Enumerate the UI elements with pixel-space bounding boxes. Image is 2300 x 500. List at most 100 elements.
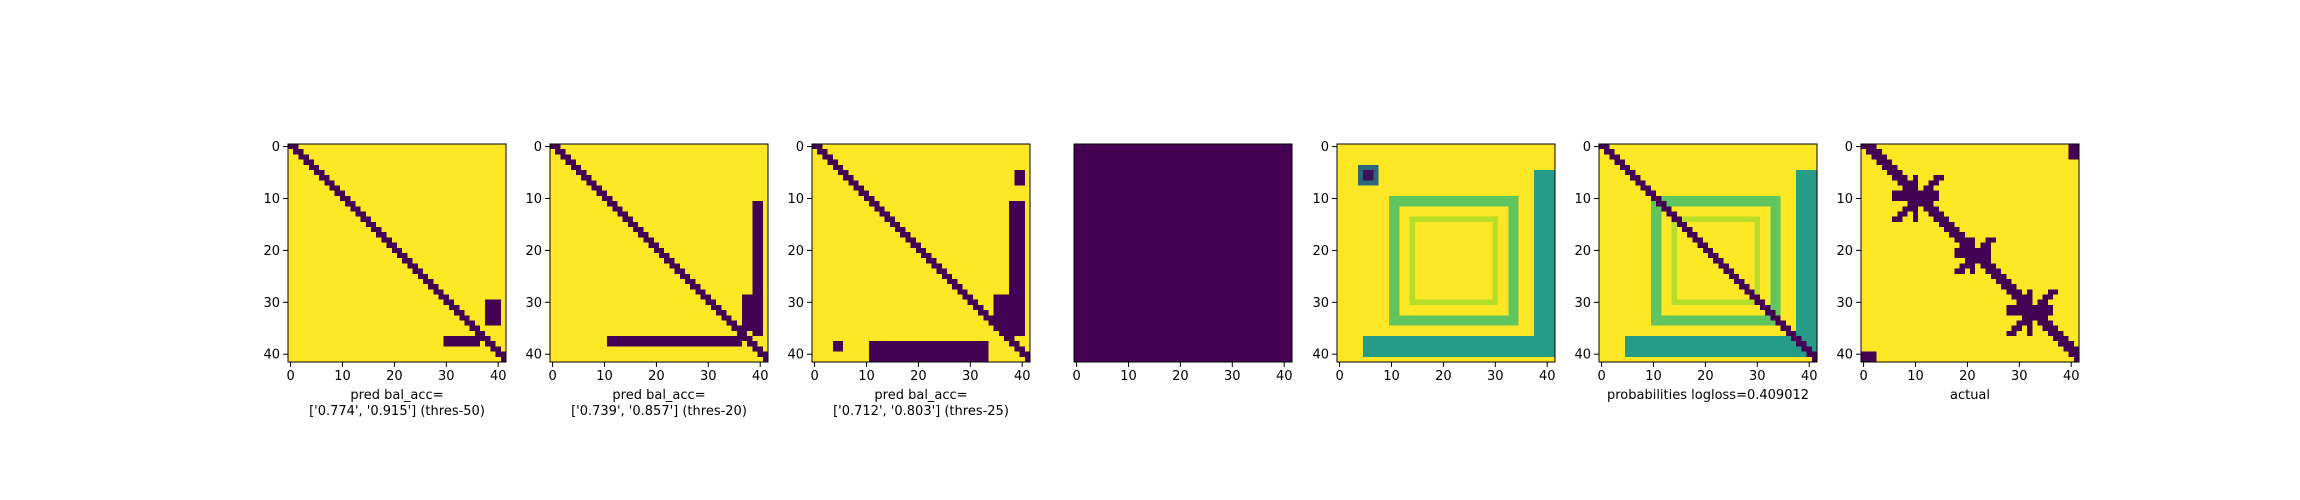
- heatmap-cell: [1959, 227, 2080, 233]
- heatmap-cell: [895, 216, 1010, 223]
- heatmap-cell: [1508, 242, 1519, 249]
- heatmap-cell: [1980, 242, 1992, 249]
- heatmap-cell: [1671, 232, 1678, 238]
- y-tick-label: 40: [1836, 348, 1853, 363]
- heatmap-cell: [1337, 164, 1359, 171]
- heatmap-cell: [350, 206, 361, 212]
- heatmap-cell: [1796, 211, 1818, 217]
- heatmap-cell: [1861, 242, 1960, 249]
- x-tick-label: 20: [648, 369, 665, 384]
- heatmap-cell: [1599, 149, 1605, 155]
- heatmap-cell: [288, 325, 470, 332]
- heatmap-cell: [1861, 284, 2002, 290]
- heatmap-cell: [500, 304, 507, 311]
- heatmap-cell: [884, 206, 1010, 212]
- heatmap-cell: [869, 351, 989, 358]
- x-tick-label: 0: [1335, 369, 1343, 384]
- heatmap-cell: [1009, 242, 1026, 249]
- heatmap-cell: [1938, 190, 2080, 197]
- heatmap-cell: [1497, 253, 1509, 259]
- heatmap-cell: [601, 195, 613, 202]
- heatmap-cell: [1770, 242, 1781, 249]
- heatmap-cell: [752, 201, 764, 207]
- heatmap-cell: [288, 149, 294, 155]
- heatmap-cell: [1796, 221, 1818, 228]
- heatmap-cell: [1796, 263, 1818, 269]
- heatmap-cell: [1074, 330, 1293, 337]
- heatmap-cell: [1995, 263, 2080, 269]
- heatmap-cell: [905, 237, 917, 243]
- heatmap-cell: [288, 201, 346, 207]
- heatmap-cell: [459, 315, 470, 321]
- heatmap-cell: [1388, 206, 1400, 212]
- heatmap-cell: [1796, 201, 1818, 207]
- axes-frame: [287, 143, 507, 363]
- heatmap-cell: [1497, 289, 1509, 295]
- heatmap-cell: [1796, 195, 1818, 202]
- heatmap-cell: [550, 325, 732, 332]
- heatmap-cell: [469, 325, 481, 332]
- heatmap-cell: [1399, 206, 1509, 212]
- heatmap-cell: [1676, 258, 1714, 264]
- heatmap-cell: [550, 211, 618, 217]
- heatmap-cell: [1599, 164, 1621, 171]
- heatmap-cell: [1604, 149, 1615, 155]
- heatmap-cell: [550, 232, 639, 238]
- heatmap-cell: [900, 221, 1010, 228]
- heatmap-cell: [1661, 221, 1672, 228]
- heatmap-cell: [653, 237, 753, 243]
- heatmap-cell: [288, 330, 476, 337]
- y-tick-label: 10: [1574, 192, 1591, 207]
- heatmap-cell: [1861, 346, 2064, 352]
- heatmap-cell: [863, 185, 1031, 192]
- heatmap-cell: [879, 211, 891, 217]
- heatmap-cell: [550, 320, 727, 326]
- heatmap-cell: [1861, 201, 1909, 207]
- heatmap-cell: [1518, 268, 1535, 275]
- heatmap-cell: [1534, 258, 1556, 264]
- heatmap-cell: [1861, 227, 1945, 233]
- heatmap-cell: [1378, 180, 1535, 186]
- heatmap-cell: [1534, 315, 1556, 321]
- heatmap-cell: [2021, 315, 2049, 321]
- heatmap-cell: [1508, 289, 1519, 295]
- heatmap-cell: [812, 341, 834, 347]
- x-tick-label: 30: [962, 369, 979, 384]
- heatmap-cell: [550, 278, 686, 285]
- heatmap-cell: [1074, 278, 1293, 285]
- heatmap-cell: [1399, 237, 1410, 243]
- heatmap-cell: [288, 237, 382, 243]
- heatmap-cell: [1881, 164, 1898, 171]
- heatmap-cell: [1609, 154, 1621, 160]
- heatmap-cell: [1357, 175, 1364, 181]
- heatmap-cell: [1933, 216, 1950, 223]
- heatmap-cell: [1508, 299, 1519, 306]
- heatmap-cell: [1337, 299, 1390, 306]
- heatmap-cell: [1785, 330, 1797, 337]
- heatmap-cell: [1959, 263, 1976, 269]
- heatmap-cell: [1497, 299, 1509, 306]
- y-tick-label: 10: [525, 192, 542, 207]
- heatmap-cell: [1508, 278, 1519, 285]
- heatmap-cell: [762, 284, 769, 290]
- heatmap-cell: [1912, 175, 1919, 181]
- heatmap-cell: [1399, 310, 1509, 316]
- heatmap-cell: [812, 195, 865, 202]
- heatmap-cell: [1970, 268, 1976, 275]
- heatmap-cell: [500, 320, 507, 326]
- heatmap-cell: [550, 346, 753, 352]
- heatmap-cell: [1399, 227, 1410, 233]
- heatmap-cell: [1497, 237, 1509, 243]
- x-tick-label: 0: [548, 369, 556, 384]
- heatmap-cell: [762, 237, 769, 243]
- y-tick-label: 10: [1312, 192, 1329, 207]
- heatmap-cell: [812, 304, 974, 311]
- heatmap-cell: [1990, 247, 2080, 254]
- heatmap-cell: [664, 247, 753, 254]
- y-tick-label: 0: [796, 140, 804, 155]
- heatmap-cell: [1861, 180, 1898, 186]
- heatmap-cell: [679, 263, 753, 269]
- heatmap-cell: [747, 341, 758, 347]
- heatmap-cell: [485, 304, 502, 311]
- heatmap-cell: [1770, 211, 1781, 217]
